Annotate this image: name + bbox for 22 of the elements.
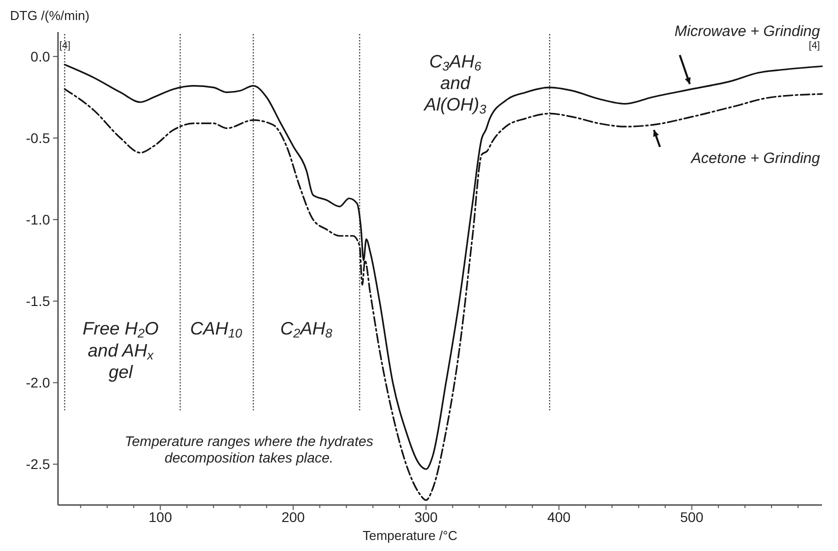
- x-tick-label: 300: [414, 509, 438, 525]
- series-label: Microwave + Grinding: [674, 23, 821, 40]
- annotation: CAH$_{10}$: [190, 318, 242, 341]
- y-tick-label: -2.0: [26, 374, 50, 391]
- x-axis-title: Temperature /°C: [362, 528, 458, 543]
- x-tick-label: 500: [680, 509, 704, 525]
- annotation: C$_{3}$AH$_{6}$ and Al(OH)$_{3}$: [423, 51, 486, 117]
- annotation: [4]: [59, 40, 71, 52]
- annotation: Temperature ranges where the hydrates decomposition takes place.: [124, 432, 374, 466]
- y-tick-label: -1.0: [26, 212, 50, 228]
- x-tick-label: 200: [282, 509, 306, 525]
- text: Acetone + Grinding: [690, 150, 821, 167]
- annotation: Free H$_{2}$O and AH$_{x}$ gel: [82, 318, 159, 382]
- y-tick-label: -0.5: [26, 130, 50, 146]
- y-tick-label: -1.5: [26, 293, 50, 310]
- annotation: C$_{2}$AH$_{8}$: [280, 318, 332, 341]
- y-axis-title: DTG /(%/min): [10, 8, 90, 23]
- annotation: [4]: [808, 40, 820, 52]
- y-tick-label: 0.0: [30, 48, 50, 64]
- y-tick-label: -2.5: [26, 456, 50, 472]
- x-tick-label: 100: [148, 509, 172, 525]
- x-tick-label: 400: [547, 509, 571, 525]
